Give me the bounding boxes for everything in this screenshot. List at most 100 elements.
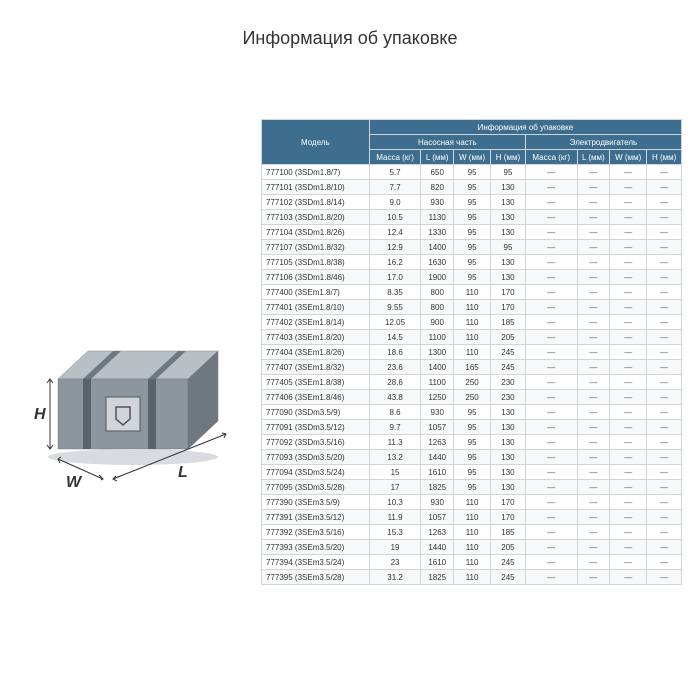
cell-mass: 12.05	[369, 315, 421, 330]
cell-mass: 15	[369, 465, 421, 480]
cell-h: 130	[491, 450, 526, 465]
cell-l: 1900	[421, 270, 454, 285]
cell-mass: 23.6	[369, 360, 421, 375]
cell-m-mass: —	[525, 480, 577, 495]
cell-l: 900	[421, 315, 454, 330]
cell-m-mass: —	[525, 180, 577, 195]
cell-w: 110	[454, 510, 491, 525]
cell-model: 777090 (3SDm3.5/9)	[262, 405, 370, 420]
cell-m-h: —	[647, 555, 682, 570]
cell-h: 230	[491, 375, 526, 390]
cell-w: 110	[454, 300, 491, 315]
cell-m-l: —	[577, 240, 610, 255]
cell-mass: 10.3	[369, 495, 421, 510]
cell-m-l: —	[577, 465, 610, 480]
table-row: 777395 (3SEm3.5/28)31.21825110245————	[262, 570, 682, 585]
cell-m-mass: —	[525, 495, 577, 510]
cell-m-w: —	[610, 450, 647, 465]
box-label-l: L	[178, 464, 188, 481]
cell-h: 170	[491, 300, 526, 315]
cell-m-h: —	[647, 525, 682, 540]
cell-mass: 11.9	[369, 510, 421, 525]
cell-h: 170	[491, 285, 526, 300]
cell-model: 777407 (3SEm1.8/32)	[262, 360, 370, 375]
cell-mass: 12.9	[369, 240, 421, 255]
cell-l: 1057	[421, 510, 454, 525]
cell-m-h: —	[647, 435, 682, 450]
cell-m-h: —	[647, 480, 682, 495]
cell-w: 95	[454, 225, 491, 240]
cell-w: 95	[454, 165, 491, 180]
cell-m-l: —	[577, 315, 610, 330]
cell-m-w: —	[610, 195, 647, 210]
cell-l: 1610	[421, 465, 454, 480]
cell-w: 110	[454, 285, 491, 300]
cell-model: 777406 (3SEm1.8/46)	[262, 390, 370, 405]
cell-m-w: —	[610, 435, 647, 450]
cell-w: 95	[454, 255, 491, 270]
cell-l: 1263	[421, 435, 454, 450]
packaging-table: Модель Информация об упаковке Насосная ч…	[261, 119, 682, 585]
th-group-top: Информация об упаковке	[369, 120, 681, 135]
cell-w: 95	[454, 240, 491, 255]
cell-w: 110	[454, 540, 491, 555]
cell-m-l: —	[577, 435, 610, 450]
cell-m-w: —	[610, 300, 647, 315]
cell-model: 777093 (3SDm3.5/20)	[262, 450, 370, 465]
cell-m-l: —	[577, 165, 610, 180]
cell-m-mass: —	[525, 225, 577, 240]
cell-m-h: —	[647, 465, 682, 480]
table-row: 777107 (3SDm1.8/32)12.914009595————	[262, 240, 682, 255]
cell-w: 95	[454, 480, 491, 495]
cell-m-mass: —	[525, 360, 577, 375]
cell-m-mass: —	[525, 240, 577, 255]
cell-m-l: —	[577, 540, 610, 555]
table-row: 777104 (3SDm1.8/26)12.4133095130————	[262, 225, 682, 240]
cell-m-l: —	[577, 510, 610, 525]
cell-mass: 16.2	[369, 255, 421, 270]
cell-mass: 10.5	[369, 210, 421, 225]
cell-h: 95	[491, 165, 526, 180]
table-row: 777404 (3SEm1.8/26)18.61300110245————	[262, 345, 682, 360]
content-wrap: H W L Модель Информация об упаковке Насо…	[0, 49, 700, 585]
cell-l: 800	[421, 285, 454, 300]
cell-m-h: —	[647, 420, 682, 435]
cell-h: 170	[491, 510, 526, 525]
cell-m-mass: —	[525, 465, 577, 480]
cell-l: 1130	[421, 210, 454, 225]
cell-l: 1825	[421, 480, 454, 495]
cell-m-mass: —	[525, 315, 577, 330]
cell-h: 245	[491, 360, 526, 375]
cell-mass: 12.4	[369, 225, 421, 240]
cell-m-h: —	[647, 165, 682, 180]
table-row: 777102 (3SDm1.8/14)9.093095130————	[262, 195, 682, 210]
cell-model: 777095 (3SDm3.5/28)	[262, 480, 370, 495]
cell-h: 130	[491, 225, 526, 240]
table-row: 777106 (3SDm1.8/46)17.0190095130————	[262, 270, 682, 285]
cell-w: 110	[454, 525, 491, 540]
cell-h: 130	[491, 465, 526, 480]
cell-model: 777393 (3SEm3.5/20)	[262, 540, 370, 555]
cell-m-h: —	[647, 195, 682, 210]
cell-m-mass: —	[525, 540, 577, 555]
cell-m-w: —	[610, 225, 647, 240]
cell-m-h: —	[647, 450, 682, 465]
cell-m-mass: —	[525, 525, 577, 540]
cell-m-w: —	[610, 540, 647, 555]
cell-model: 777394 (3SEm3.5/24)	[262, 555, 370, 570]
cell-model: 777403 (3SEm1.8/20)	[262, 330, 370, 345]
cell-l: 930	[421, 195, 454, 210]
table-row: 777095 (3SDm3.5/28)17182595130————	[262, 480, 682, 495]
cell-mass: 19	[369, 540, 421, 555]
cell-m-mass: —	[525, 435, 577, 450]
cell-model: 777402 (3SEm1.8/14)	[262, 315, 370, 330]
cell-m-h: —	[647, 495, 682, 510]
table-row: 777390 (3SEm3.5/9)10.3930110170————	[262, 495, 682, 510]
cell-m-mass: —	[525, 210, 577, 225]
cell-m-h: —	[647, 540, 682, 555]
cell-model: 777091 (3SDm3.5/12)	[262, 420, 370, 435]
cell-model: 777105 (3SDm1.8/38)	[262, 255, 370, 270]
cell-m-w: —	[610, 510, 647, 525]
cell-h: 245	[491, 570, 526, 585]
cell-m-mass: —	[525, 450, 577, 465]
